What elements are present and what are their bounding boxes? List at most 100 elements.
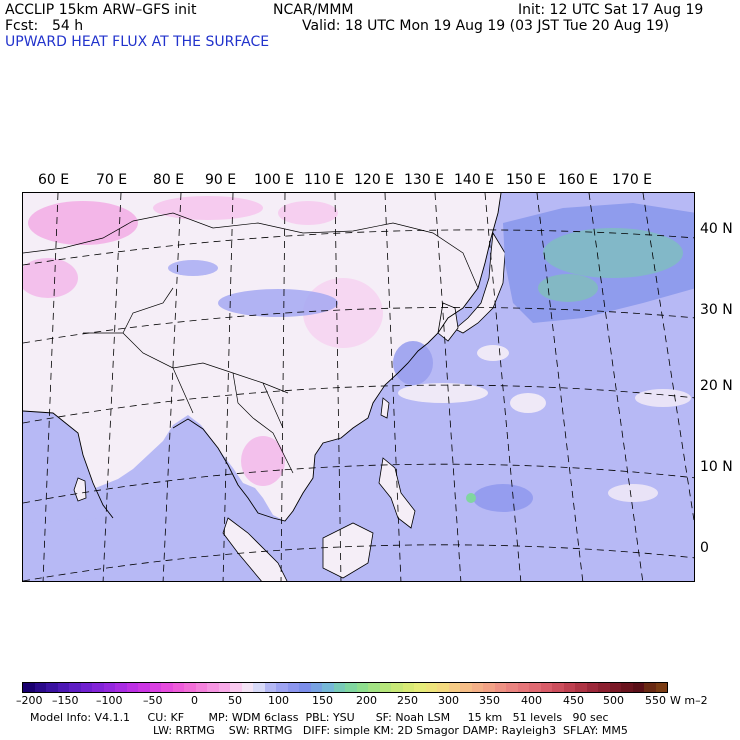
colorbar-tick-label: 400 xyxy=(521,694,542,707)
flux-patch xyxy=(218,289,338,317)
lon-label: 140 E xyxy=(454,172,495,188)
flux-patch xyxy=(23,258,78,298)
colorbar-swatch xyxy=(276,683,288,692)
flux-patch-neutral xyxy=(635,389,691,407)
lat-label: 20 N xyxy=(700,378,733,394)
colorbar-tick-label: –50 xyxy=(143,694,163,707)
colorbar-swatch xyxy=(207,683,219,692)
land-korea xyxy=(437,302,459,342)
init-time: Init: 12 UTC Sat 17 Aug 19 xyxy=(518,2,704,18)
flux-patch xyxy=(168,260,218,276)
colorbar-swatch xyxy=(345,683,357,692)
lat-label: 0 xyxy=(700,540,709,556)
colorbar-swatch xyxy=(506,683,518,692)
lon-label: 150 E xyxy=(506,172,547,188)
colorbar-swatch xyxy=(80,683,92,692)
colorbar xyxy=(22,682,668,693)
colorbar-swatch xyxy=(402,683,414,692)
lat-label: 10 N xyxy=(700,459,733,475)
lon-label: 130 E xyxy=(404,172,445,188)
colorbar-swatch xyxy=(483,683,495,692)
colorbar-swatch xyxy=(161,683,173,692)
colorbar-swatch xyxy=(552,683,564,692)
colorbar-swatch xyxy=(529,683,541,692)
colorbar-tick-label: 150 xyxy=(312,694,333,707)
colorbar-swatch xyxy=(172,683,184,692)
colorbar-swatch xyxy=(598,683,610,692)
colorbar-swatch xyxy=(230,683,242,692)
colorbar-swatch xyxy=(322,683,334,692)
graticule xyxy=(23,193,694,581)
colorbar-swatch xyxy=(92,683,104,692)
colorbar-tick-label: 200 xyxy=(356,694,377,707)
colorbar-tick-label: –150 xyxy=(52,694,79,707)
colorbar-swatch xyxy=(310,683,322,692)
field-title: UPWARD HEAT FLUX AT THE SURFACE xyxy=(5,34,270,50)
colorbar-swatch xyxy=(609,683,621,692)
colorbar-swatch xyxy=(621,683,633,692)
lat-label: 40 N xyxy=(700,221,733,237)
colorbar-tick-label: 100 xyxy=(268,694,289,707)
model-info-line2: LW: RRTMG SW: RRTMG DIFF: simple KM: 2D … xyxy=(153,724,628,737)
model-info-line1: Model Info: V4.1.1 CU: KF MP: WDM 6class… xyxy=(30,711,609,724)
ocean-indian xyxy=(23,411,113,523)
colorbar-swatch xyxy=(586,683,598,692)
colorbar-swatch xyxy=(103,683,115,692)
flux-patch-neutral xyxy=(477,345,509,361)
colorbar-tick-label: 550 xyxy=(645,694,666,707)
colorbar-tick-label: –200 xyxy=(16,694,43,707)
colorbar-swatch xyxy=(69,683,81,692)
colorbar-swatch xyxy=(126,683,138,692)
lon-label: 70 E xyxy=(96,172,128,188)
country-borders xyxy=(23,212,479,474)
ocean-bay-bengal xyxy=(173,419,238,493)
lon-label: 110 E xyxy=(304,172,345,188)
flux-patch xyxy=(393,341,433,385)
flux-patch xyxy=(278,201,338,225)
colorbar-tick-label: –100 xyxy=(96,694,123,707)
forecast-hour: 54 h xyxy=(52,18,84,34)
center-label: NCAR/MMM xyxy=(273,2,354,18)
colorbar-swatch xyxy=(34,683,46,692)
colorbar-tick-label: 350 xyxy=(479,694,500,707)
colorbar-swatch xyxy=(333,683,345,692)
colorbar-tick-label: 250 xyxy=(397,694,418,707)
valid-time: Valid: 18 UTC Mon 19 Aug 19 (03 JST Tue … xyxy=(302,18,670,34)
flux-patch xyxy=(28,201,138,245)
colorbar-tick-label: 50 xyxy=(228,694,242,707)
lon-label: 170 E xyxy=(612,172,653,188)
lon-label: 160 E xyxy=(558,172,599,188)
colorbar-swatch xyxy=(391,683,403,692)
land-sumatra xyxy=(222,517,288,581)
colorbar-swatch xyxy=(540,683,552,692)
colorbar-swatch xyxy=(138,683,150,692)
colorbar-swatch xyxy=(379,683,391,692)
colorbar-swatch xyxy=(299,683,311,692)
colorbar-swatch xyxy=(575,683,587,692)
lon-label: 80 E xyxy=(153,172,185,188)
lon-label: 100 E xyxy=(254,172,295,188)
colorbar-swatch xyxy=(218,683,230,692)
colorbar-swatch xyxy=(264,683,276,692)
colorbar-tick-label: 500 xyxy=(603,694,624,707)
land-sri-lanka xyxy=(73,477,87,502)
flux-patch-warm xyxy=(466,493,476,503)
lon-label: 90 E xyxy=(205,172,237,188)
colorbar-swatch xyxy=(414,683,426,692)
flux-patch xyxy=(473,484,533,512)
land-borneo xyxy=(322,522,374,579)
land-asia xyxy=(23,193,501,521)
colorbar-swatch xyxy=(437,683,449,692)
colorbar-swatch xyxy=(115,683,127,692)
colorbar-swatch xyxy=(644,683,656,692)
lon-label: 60 E xyxy=(38,172,70,188)
model-title: ACCLIP 15km ARW–GFS init xyxy=(5,2,197,18)
colorbar-swatch xyxy=(149,683,161,692)
colorbar-swatch xyxy=(448,683,460,692)
colorbar-swatch xyxy=(241,683,253,692)
colorbar-swatch xyxy=(368,683,380,692)
colorbar-tick-label: 0 xyxy=(191,694,198,707)
colorbar-swatch xyxy=(46,683,58,692)
colorbar-swatch xyxy=(184,683,196,692)
lat-label: 30 N xyxy=(700,302,733,318)
